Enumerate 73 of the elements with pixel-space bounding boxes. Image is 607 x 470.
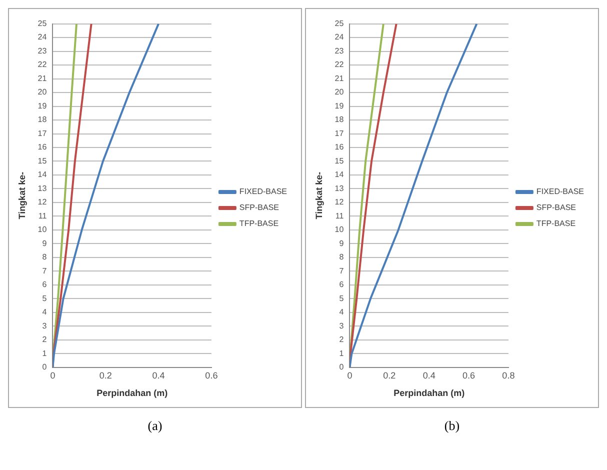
- y-tick-label: 24: [38, 32, 48, 42]
- legend-label: FIXED-BASE: [239, 187, 288, 196]
- y-tick-label: 7: [339, 266, 344, 276]
- y-tick-label: 14: [334, 170, 344, 180]
- y-tick-label: 3: [42, 321, 48, 330]
- y-tick-label: 4: [42, 308, 48, 317]
- y-tick-label: 17: [38, 128, 48, 138]
- y-tick-label: 18: [334, 115, 344, 124]
- x-tick-label: 0: [347, 370, 352, 380]
- y-tick-label: 16: [334, 142, 344, 152]
- y-tick-label: 16: [38, 142, 48, 152]
- y-tick-label: 23: [334, 46, 344, 56]
- y-tick-label: 20: [38, 88, 48, 97]
- y-tick-label: 17: [334, 128, 344, 138]
- y-tick-label: 7: [42, 266, 48, 276]
- x-tick-label: 0.2: [99, 370, 112, 380]
- y-tick-label: 19: [38, 101, 48, 110]
- y-tick-label: 6: [42, 280, 48, 290]
- y-tick-label: 5: [339, 294, 344, 303]
- y-tick-label: 13: [334, 184, 344, 193]
- y-tick-label: 15: [38, 156, 48, 166]
- text: (b): [444, 418, 460, 434]
- y-tick-label: 2: [339, 335, 344, 344]
- legend-label: TFP-BASE: [536, 219, 576, 228]
- y-tick-label: 23: [38, 46, 48, 56]
- y-tick-label: 15: [334, 156, 344, 166]
- legend-label: FIXED-BASE: [536, 187, 584, 196]
- y-tick-label: 13: [38, 184, 48, 193]
- y-tick-label: 3: [339, 321, 344, 330]
- y-tick-label: 4: [339, 308, 344, 317]
- x-tick-label: 0.4: [152, 370, 165, 380]
- y-tick-label: 11: [335, 211, 344, 220]
- x-axis-title: Perpindahan (m): [394, 388, 465, 398]
- y-tick-label: 14: [38, 170, 48, 180]
- text: (a): [148, 418, 162, 434]
- legend-label: SFP-BASE: [239, 203, 280, 212]
- y-tick-label: 20: [334, 88, 344, 97]
- y-tick-label: 25: [334, 19, 344, 28]
- y-tick-label: 22: [38, 60, 48, 70]
- y-tick-label: 12: [334, 198, 344, 207]
- y-tick-label: 24: [334, 32, 344, 42]
- y-tick-label: 1: [339, 348, 344, 358]
- y-tick-label: 10: [38, 225, 48, 234]
- y-tick-label: 8: [339, 252, 344, 262]
- y-tick-label: 22: [334, 60, 344, 70]
- x-axis-title: Perpindahan (m): [96, 388, 168, 398]
- y-tick-label: 8: [42, 252, 48, 262]
- y-tick-label: 0: [42, 362, 48, 372]
- y-tick-label: 12: [38, 198, 48, 207]
- x-tick-label: 0.6: [205, 370, 218, 380]
- x-tick-label: 0: [50, 370, 56, 380]
- x-tick-label: 0.8: [502, 370, 515, 380]
- x-tick-label: 0.6: [462, 370, 476, 380]
- legend-label: TFP-BASE: [239, 219, 279, 228]
- y-tick-label: 2: [42, 335, 48, 344]
- y-tick-label: 9: [42, 238, 48, 248]
- y-axis-title: Tingkat ke-: [314, 172, 324, 220]
- y-tick-label: 0: [339, 362, 344, 372]
- y-axis-title: Tingkat ke-: [16, 172, 27, 220]
- y-tick-label: 6: [339, 280, 344, 290]
- y-tick-label: 18: [38, 115, 48, 124]
- legend-label: SFP-BASE: [536, 203, 576, 212]
- x-tick-label: 0.2: [383, 370, 396, 380]
- x-tick-label: 0.4: [422, 370, 436, 380]
- y-tick-label: 21: [334, 74, 344, 83]
- y-tick-label: 25: [38, 19, 48, 28]
- y-tick-label: 9: [339, 238, 344, 248]
- y-tick-label: 10: [334, 225, 344, 234]
- y-tick-label: 21: [38, 74, 48, 83]
- y-tick-label: 1: [42, 348, 48, 358]
- y-tick-label: 11: [38, 211, 48, 220]
- y-tick-label: 5: [42, 294, 48, 303]
- y-tick-label: 19: [334, 101, 344, 110]
